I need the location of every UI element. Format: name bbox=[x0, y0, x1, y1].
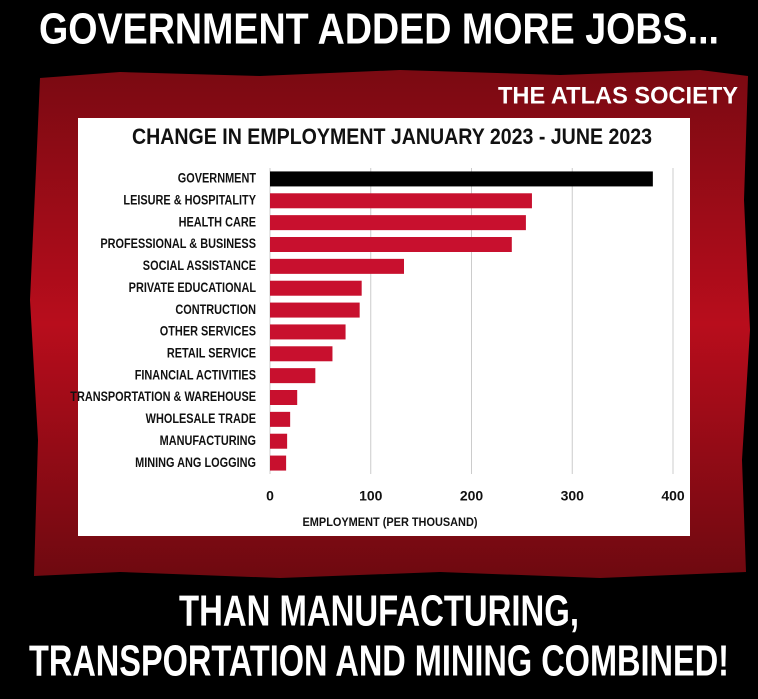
chart-title: CHANGE IN EMPLOYMENT JANUARY 2023 - JUNE… bbox=[132, 124, 652, 149]
x-tick-label: 400 bbox=[661, 488, 685, 504]
bar bbox=[270, 237, 512, 252]
x-tick-label: 100 bbox=[359, 488, 383, 504]
category-label: TRANSPORTATION & WAREHOUSE bbox=[70, 389, 256, 405]
bar bbox=[270, 368, 316, 384]
bar bbox=[270, 324, 346, 340]
headline: GOVERNMENT ADDED MORE JOBS... bbox=[39, 5, 719, 54]
bar bbox=[270, 171, 653, 187]
x-tick-label: 300 bbox=[561, 488, 585, 504]
category-label: FINANCIAL ACTIVITIES bbox=[135, 367, 256, 383]
category-label: PROFESSIONAL & BUSINESS bbox=[100, 236, 256, 252]
category-label: HEALTH CARE bbox=[179, 214, 256, 230]
category-label: MANUFACTURING bbox=[160, 433, 256, 449]
category-label: GOVERNMENT bbox=[178, 170, 257, 186]
category-label: LEISURE & HOSPITALITY bbox=[123, 192, 256, 208]
bar bbox=[270, 280, 362, 296]
bar bbox=[270, 215, 526, 231]
footer-line: THAN MANUFACTURING, bbox=[179, 587, 579, 636]
bar bbox=[270, 193, 532, 209]
x-axis-label: EMPLOYMENT (PER THOUSAND) bbox=[303, 515, 478, 529]
bar bbox=[270, 390, 298, 405]
category-label: MINING ANG LOGGING bbox=[135, 454, 256, 470]
bars bbox=[270, 171, 653, 471]
category-label: SOCIAL ASSISTANCE bbox=[143, 258, 256, 274]
chart-panel bbox=[78, 118, 690, 536]
category-label: PRIVATE EDUCATIONAL bbox=[129, 280, 257, 296]
category-labels: GOVERNMENT LEISURE & HOSPITALITY HEALTH CA… bbox=[70, 170, 256, 470]
bar bbox=[270, 258, 404, 274]
category-label: WHOLESALE TRADE bbox=[146, 411, 256, 427]
category-label: RETAIL SERVICE bbox=[167, 345, 256, 361]
footer-line: TRANSPORTATION AND MINING COMBINED! bbox=[29, 637, 729, 686]
bar bbox=[270, 411, 291, 427]
bar bbox=[270, 455, 287, 471]
x-tick-label: 200 bbox=[460, 488, 484, 504]
bar bbox=[270, 346, 333, 362]
grid: 0 100 200 300 400 bbox=[266, 168, 685, 504]
brand: THE ATLAS SOCIETY bbox=[498, 82, 738, 109]
bar bbox=[270, 433, 288, 449]
category-label: CONTRUCTION bbox=[175, 301, 256, 317]
bar bbox=[270, 302, 360, 318]
category-label: OTHER SERVICES bbox=[160, 323, 256, 339]
x-tick-label: 0 bbox=[266, 488, 274, 504]
